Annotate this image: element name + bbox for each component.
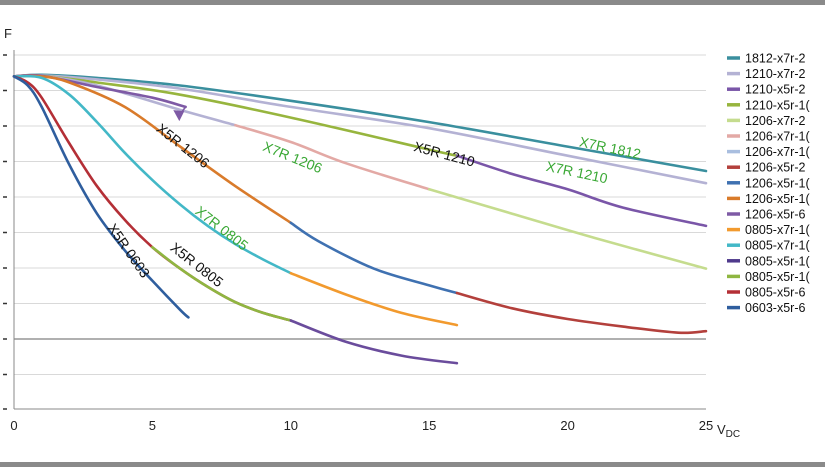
series-annotation: X5R 0603 <box>104 220 153 280</box>
series-line <box>12 74 293 275</box>
legend-entry-label: 1206-x7r-2 <box>745 114 805 128</box>
x-axis-label-subscript: DC <box>726 429 740 440</box>
series-line <box>12 74 293 225</box>
axes: 0 5 10 15 20 25 F VDC <box>3 26 740 440</box>
legend-entry-label: 1206-x5r-1( <box>745 192 810 206</box>
legend-entry-label: 1210-x7r-2 <box>745 67 805 81</box>
frame-bottom-border <box>0 462 825 467</box>
series-annotation: X7R 0805 <box>192 203 251 254</box>
series-line <box>234 123 431 191</box>
series-line <box>289 221 459 295</box>
frame-top-border <box>0 0 825 5</box>
series-line <box>12 75 293 322</box>
series-lines <box>12 73 708 365</box>
legend-entry-label: 0805-x5r-1( <box>745 270 810 284</box>
legend-entry-label: 0805-x5r-1( <box>745 254 810 268</box>
series-annotation: X5R 1210 <box>412 138 476 170</box>
legend-entry-label: 1206-x7r-1( <box>745 145 810 159</box>
series-annotation: X5R 1206 <box>154 120 213 171</box>
legend-entry-label: 1206-x7r-1( <box>745 130 810 144</box>
legend-entry-label: 1812-x7r-2 <box>745 52 805 66</box>
x-tick-label: 25 <box>699 418 713 433</box>
series-line <box>151 246 293 322</box>
y-axis-label: F <box>4 26 12 41</box>
legend-entry-label: 1206-x5r-1( <box>745 176 810 190</box>
x-tick-label: 0 <box>10 418 17 433</box>
legend-entry-label: 1206-x5r-2 <box>745 161 805 175</box>
legend-entry-label: 0805-x7r-1( <box>745 223 810 237</box>
series-line <box>289 271 459 327</box>
series-line <box>289 319 459 365</box>
annotation-arrow-head <box>173 110 185 122</box>
series-line <box>12 73 708 173</box>
legend-entry-label: 1210-x5r-1( <box>745 98 810 112</box>
legend-entry-label: 0805-x7r-1( <box>745 239 810 253</box>
grid-lines <box>14 54 706 375</box>
legend-entry-label: 1210-x5r-2 <box>745 83 805 97</box>
x-tick-label: 15 <box>422 418 436 433</box>
series-line <box>12 75 190 319</box>
series-annotation: X7R 1812 <box>578 133 642 162</box>
legend-entry-label: 1206-x5r-6 <box>745 208 805 222</box>
x-tick-label: 5 <box>149 418 156 433</box>
legend-entry-label: 0603-x5r-6 <box>745 301 805 315</box>
legend-entry-label: 0805-x5r-6 <box>745 286 805 300</box>
x-tick-label: 10 <box>284 418 298 433</box>
series-line <box>455 154 708 228</box>
x-tick-label: 20 <box>560 418 574 433</box>
x-axis-label: VDC <box>717 422 740 440</box>
series-line <box>455 291 708 335</box>
series-line <box>12 73 708 185</box>
series-line <box>427 188 708 270</box>
